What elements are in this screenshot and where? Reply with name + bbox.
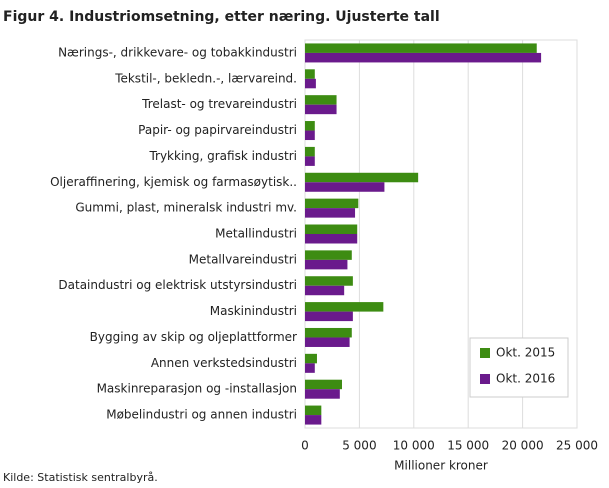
bar [305, 379, 342, 390]
bar [305, 146, 315, 157]
y-tick-label: Bygging av skip og oljeplattformer [90, 330, 297, 344]
bar [305, 302, 384, 312]
bar [305, 337, 350, 347]
legend-swatch [480, 348, 490, 358]
y-tick-label: Annen verkstedsindustri [151, 356, 297, 370]
y-tick-label: Trykking, grafisk industri [148, 149, 297, 163]
legend-box [469, 337, 569, 398]
legend-label: Okt. 2015 [496, 346, 555, 360]
y-tick-label: Metallindustri [215, 227, 297, 241]
bar [305, 285, 345, 296]
x-tick-label: 20 000 [502, 439, 544, 453]
chart-title: Figur 4. Industriomsetning, etter næring… [3, 9, 440, 25]
y-tick-label: Maskinreparasjon og -installasjon [97, 382, 297, 396]
bar [305, 327, 352, 338]
bar [305, 363, 315, 373]
bar [305, 224, 358, 234]
bar [305, 198, 359, 209]
bar [305, 415, 322, 425]
legend-label: Okt. 2016 [496, 372, 555, 386]
bar [305, 95, 337, 105]
x-tick-label: 25 000 [556, 439, 598, 453]
y-tick-label: Trelast- og trevareindustri [141, 97, 297, 111]
bar [305, 156, 315, 166]
bar [305, 276, 353, 286]
bar [305, 259, 348, 270]
legend-swatch [480, 374, 490, 384]
y-tick-label: Nærings-, drikkevare- og tobakkindustri [58, 45, 297, 59]
bar [305, 130, 315, 141]
bar [305, 104, 337, 115]
y-tick-label: Oljeraffinering, kjemisk og farmasøytisk… [50, 175, 297, 189]
x-tick-label: 0 [301, 439, 309, 453]
y-tick-label: Papir- og papirvareindustri [138, 123, 297, 137]
bar [305, 405, 322, 416]
bar [305, 172, 419, 183]
y-tick-label: Gummi, plast, mineralsk industri mv. [75, 201, 297, 215]
bar [305, 353, 317, 364]
bar [305, 52, 542, 63]
y-tick-label: Møbelindustri og annen industri [106, 408, 297, 422]
x-tick-label: 10 000 [393, 439, 435, 453]
x-tick-label: 15 000 [447, 439, 489, 453]
x-tick-label: 5 000 [342, 439, 376, 453]
y-tick-label: Dataindustri og elektrisk utstyrsindustr… [58, 278, 297, 292]
bar [305, 182, 385, 192]
bar [305, 234, 358, 244]
x-axis-label: Millioner kroner [394, 459, 488, 473]
bar [305, 69, 315, 79]
bar [305, 208, 356, 218]
y-tick-label: Tekstil-, bekledn.-, lærvareind. [114, 71, 297, 85]
y-tick-label: Maskinindustri [210, 304, 297, 318]
y-tick-label: Metallvareindustri [189, 252, 297, 266]
source: Kilde: Statistisk sentralbyrå. [3, 471, 158, 484]
bar [305, 250, 352, 260]
bar [305, 311, 353, 322]
bar [305, 43, 537, 53]
bar [305, 389, 340, 399]
bar [305, 78, 316, 89]
bar [305, 121, 315, 131]
